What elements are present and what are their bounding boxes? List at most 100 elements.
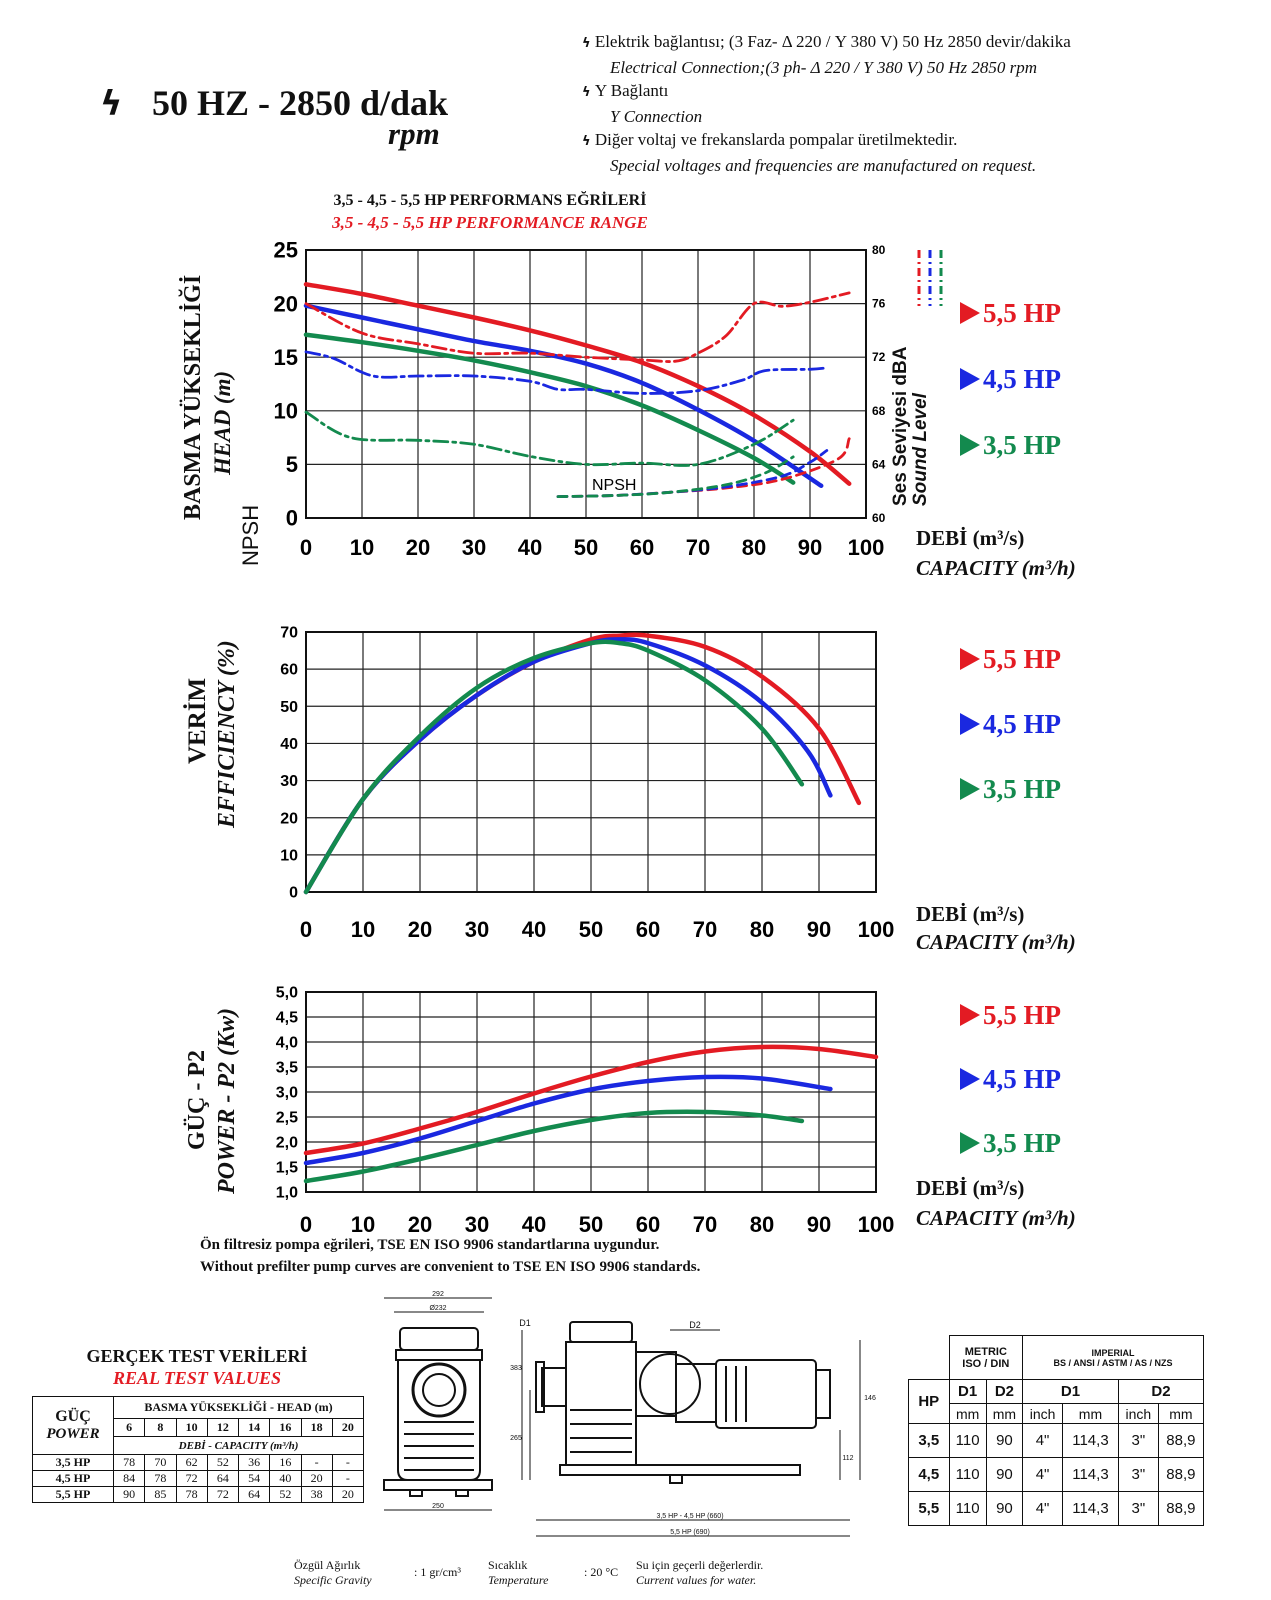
x-tick-label: 90 bbox=[798, 535, 822, 560]
legend-3-5hp-head: 3,5 HP bbox=[960, 430, 1061, 461]
dim-height-left: 383 bbox=[510, 1365, 522, 1372]
y-tick-label: 60 bbox=[280, 662, 298, 679]
chart1-xlabel-tr: DEBİ (m³/s) bbox=[916, 526, 1025, 550]
value-cell: - bbox=[300, 1454, 333, 1471]
value-cell: 4" bbox=[1022, 1423, 1063, 1458]
series-line-sound-4-5-HP bbox=[304, 350, 829, 395]
x-tick-label: 20 bbox=[408, 917, 432, 942]
x-tick-label: 70 bbox=[693, 1212, 717, 1237]
legend-4-5hp-eff: 4,5 HP bbox=[960, 709, 1061, 740]
standard-note-tr: Ön filtresiz pompa eğrileri, TSE EN ISO … bbox=[200, 1237, 660, 1253]
series-line-line-3-5-HP bbox=[303, 1109, 805, 1184]
value-cell: 20 bbox=[300, 1470, 333, 1487]
x-tick-label: 40 bbox=[522, 1212, 546, 1237]
d1-header: D1 bbox=[1022, 1379, 1119, 1404]
legend-3-5hp-power: 3,5 HP bbox=[960, 1128, 1061, 1159]
x-tick-label: 40 bbox=[518, 535, 542, 560]
x-tick-label: 90 bbox=[807, 917, 831, 942]
gravity-value: : 1 gr/cm³ bbox=[414, 1565, 461, 1579]
dim-top: 292 bbox=[432, 1291, 444, 1298]
value-cell: - bbox=[331, 1470, 365, 1487]
gravity-label-en: Specific Gravity bbox=[294, 1573, 372, 1587]
legend-4-5hp-power: 4,5 HP bbox=[960, 1064, 1061, 1095]
unit-cell: mm bbox=[1157, 1403, 1205, 1424]
value-cell: 16 bbox=[269, 1454, 302, 1471]
note-1-en: Electrical Connection;(3 ph- Δ 220 / Y 3… bbox=[610, 57, 1038, 77]
footer-temperature: Sıcaklık Temperature bbox=[488, 1558, 548, 1588]
test-table-title: GERÇEK TEST VERİLERİ bbox=[86, 1346, 308, 1366]
chart3-xlabel-tr: DEBİ (m³/s) bbox=[916, 1176, 1025, 1200]
value-cell: 70 bbox=[144, 1454, 177, 1471]
dim-phi: Ø232 bbox=[429, 1305, 446, 1312]
x-tick-label: 20 bbox=[406, 535, 430, 560]
y-tick-label: 5 bbox=[286, 452, 298, 477]
frequency-title: 50 HZ - 2850 d/dak bbox=[152, 83, 449, 123]
y-tick-label: 2,5 bbox=[276, 1110, 298, 1127]
y-tick-label: 3,5 bbox=[276, 1060, 298, 1077]
value-cell: 72 bbox=[206, 1486, 240, 1503]
x-tick-label: 70 bbox=[686, 535, 710, 560]
y-tick-label: 5,0 bbox=[276, 985, 298, 1002]
y-tick-label: 10 bbox=[280, 847, 298, 864]
d1-header: D1 bbox=[948, 1379, 987, 1404]
x-tick-label: 100 bbox=[848, 535, 885, 560]
dim-height-right: 146 bbox=[864, 1395, 876, 1402]
y2-tick-label: 60 bbox=[872, 511, 886, 525]
real-test-table: GÜÇ POWER BASMA YÜKSEKLİĞİ - HEAD (m) 6 8… bbox=[32, 1396, 365, 1503]
head-cell: 18 bbox=[300, 1418, 333, 1437]
lightning-icon: ϟ bbox=[582, 85, 591, 100]
legend-5-5hp-eff: 5,5 HP bbox=[960, 644, 1061, 675]
chart1-title: 3,5 - 4,5 - 5,5 HP PERFORMANS EĞRİLERİ bbox=[333, 192, 647, 209]
y-tick-label: 4,0 bbox=[276, 1035, 298, 1052]
triangle-icon bbox=[960, 778, 980, 800]
chart2-xlabel-tr: DEBİ (m³/s) bbox=[916, 902, 1025, 926]
value-cell: 88,9 bbox=[1157, 1457, 1205, 1492]
triangle-icon bbox=[960, 1068, 980, 1090]
footer-water: Su için geçerli değerlerdir. Current val… bbox=[636, 1558, 763, 1588]
unit-cell: inch bbox=[1117, 1403, 1159, 1424]
value-cell: 90 bbox=[985, 1457, 1024, 1492]
value-cell: 90 bbox=[985, 1491, 1024, 1526]
x-tick-label: 80 bbox=[750, 917, 774, 942]
x-tick-label: 10 bbox=[351, 917, 375, 942]
value-cell: 62 bbox=[175, 1454, 208, 1471]
y-tick-label: 4,5 bbox=[276, 1010, 298, 1027]
series-line-sound-3-5-HP bbox=[304, 410, 795, 467]
d2-header: D2 bbox=[1117, 1379, 1205, 1404]
series-line-head-4-5-HP bbox=[303, 303, 824, 489]
gravity-label: Özgül Ağırlık bbox=[294, 1558, 361, 1572]
power-chart: 0 10 20 30 40 50 60 70 80 90 100 1,0 1,5 2,0 2,5 3,0 3,5… bbox=[276, 985, 895, 1237]
hp-cell: 4,5 bbox=[908, 1457, 950, 1492]
x-tick-label: 10 bbox=[350, 535, 374, 560]
y-tick-label: 3,0 bbox=[276, 1085, 298, 1102]
y-tick-label: 20 bbox=[274, 291, 298, 316]
series-line-line-4-5-HP bbox=[303, 1074, 833, 1166]
chart1-xlabel-en: CAPACITY (m³/h) bbox=[916, 556, 1076, 580]
x-tick-label: 80 bbox=[742, 535, 766, 560]
series-line-line-5-5-HP bbox=[303, 1044, 879, 1156]
y-tick-label: 15 bbox=[274, 345, 298, 370]
standard-note-en: Without prefilter pump curves are conven… bbox=[200, 1259, 701, 1275]
value-cell: 110 bbox=[948, 1457, 987, 1492]
x-tick-label: 70 bbox=[693, 917, 717, 942]
y-tick-label: 10 bbox=[274, 399, 298, 424]
table-row: 3,5 110 90 4" 114,3 3" 88,9 bbox=[908, 1423, 1205, 1458]
plot-frame bbox=[305, 249, 867, 519]
y2-tick-label: 64 bbox=[872, 457, 886, 471]
table-row: 4,5 HP 84 78 72 64 54 40 20 - bbox=[32, 1470, 365, 1487]
y-tick-label: 1,5 bbox=[276, 1160, 298, 1177]
x-tick-label: 30 bbox=[465, 1212, 489, 1237]
power-header: GÜÇ POWER bbox=[32, 1396, 114, 1455]
value-cell: 88,9 bbox=[1157, 1423, 1205, 1458]
value-cell: 54 bbox=[237, 1470, 271, 1487]
series-line-npsh-4-5-HP bbox=[556, 449, 829, 498]
dim-length-b: 5,5 HP (690) bbox=[670, 1529, 710, 1536]
y-tick-label: 1,0 bbox=[276, 1185, 298, 1202]
x-tick-label: 60 bbox=[636, 1212, 660, 1237]
series-line-line-4-5-HP bbox=[303, 637, 833, 895]
capacity-header: DEBİ - CAPACITY (m³/h) bbox=[113, 1436, 364, 1455]
x-tick-label: 80 bbox=[750, 1212, 774, 1237]
head-cell: 8 bbox=[144, 1418, 177, 1437]
test-table-subtitle: REAL TEST VALUES bbox=[112, 1368, 282, 1388]
table-row: 4,5 110 90 4" 114,3 3" 88,9 bbox=[908, 1457, 1205, 1492]
